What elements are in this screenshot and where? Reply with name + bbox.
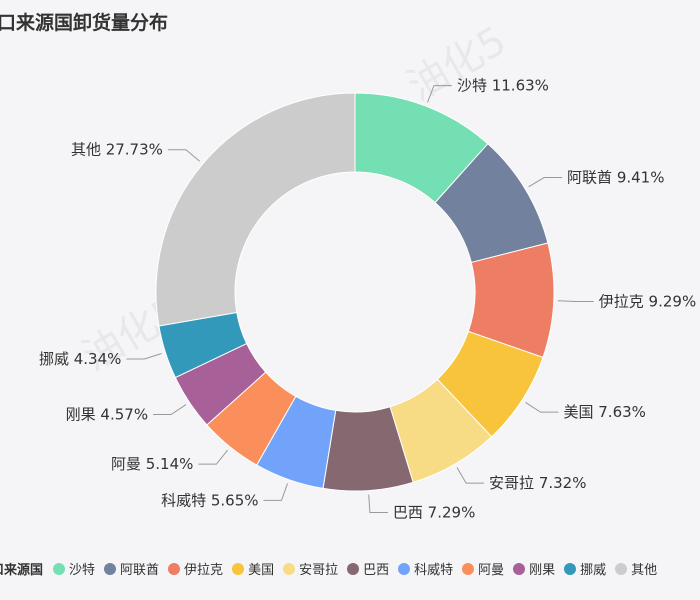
legend-label: 安哥拉 [299,563,339,578]
data-label-4: 安哥拉 7.32% [489,474,586,492]
data-label-8: 刚果 4.57% [66,406,148,424]
label-line-3 [525,401,559,413]
label-line-0 [427,85,452,103]
label-line-6 [263,483,288,501]
legend-dot-icon [347,562,360,575]
chart-title: 进口来源国卸货量分布 [0,12,169,34]
legend-dot-icon [398,562,411,575]
legend-item-7[interactable]: 阿曼 [462,559,504,578]
label-line-2 [557,300,594,303]
legend-dot-icon [513,562,526,575]
legend-item-3[interactable]: 美国 [232,559,274,578]
legend-item-8[interactable]: 刚果 [513,559,555,578]
data-label-7: 阿曼 5.14% [111,455,193,473]
data-label-2: 伊拉克 9.29% [599,293,696,311]
legend-label: 挪威 [580,563,607,578]
legend-item-6[interactable]: 科威特 [398,559,453,578]
legend-label: 阿联酋 [120,563,160,578]
legend-label: 其他 [631,563,658,578]
legend-item-9[interactable]: 挪威 [564,559,606,578]
legend-dot-icon [564,562,577,575]
slice-10[interactable] [155,92,356,327]
legend-dot-icon [104,562,117,575]
data-label-1: 阿联酋 9.41% [567,169,664,187]
legend-label: 刚果 [529,563,556,578]
label-line-1 [528,177,563,188]
legend-dot-icon [615,562,628,575]
legend: 进口来源国 沙特 阿联酋 伊拉克 美国 安哥拉 巴西 科威特 阿曼 刚果 挪威 其他 [0,559,666,578]
legend-dot-icon [462,562,475,575]
data-label-6: 科威特 5.65% [161,491,258,509]
legend-item-4[interactable]: 安哥拉 [283,559,338,578]
legend-label: 沙特 [69,563,96,578]
legend-title: 进口来源国 [0,563,44,578]
legend-dot-icon [53,562,66,575]
label-line-9 [126,353,162,360]
label-line-7 [198,449,229,465]
data-label-5: 巴西 7.29% [393,503,475,521]
legend-item-2[interactable]: 伊拉克 [168,559,223,578]
data-label-10: 其他 27.73% [71,141,163,159]
label-line-4 [456,467,485,484]
legend-item-10[interactable]: 其他 [615,559,657,578]
legend-label: 科威特 [414,563,454,578]
label-line-10 [167,149,201,162]
legend-dot-icon [283,562,296,575]
data-label-3: 美国 7.63% [564,403,646,421]
label-line-5 [368,494,388,513]
legend-label: 阿曼 [478,563,505,578]
legend-label: 巴西 [363,563,390,578]
label-line-8 [153,404,187,416]
legend-dot-icon [168,562,181,575]
legend-label: 伊拉克 [184,563,224,578]
legend-item-5[interactable]: 巴西 [347,559,389,578]
legend-label: 美国 [248,563,275,578]
legend-item-1[interactable]: 阿联酋 [104,559,159,578]
data-label-0: 沙特 11.63% [457,77,549,95]
legend-dot-icon [232,562,245,575]
legend-item-0[interactable]: 沙特 [53,559,95,578]
data-label-9: 挪威 4.34% [39,350,121,368]
